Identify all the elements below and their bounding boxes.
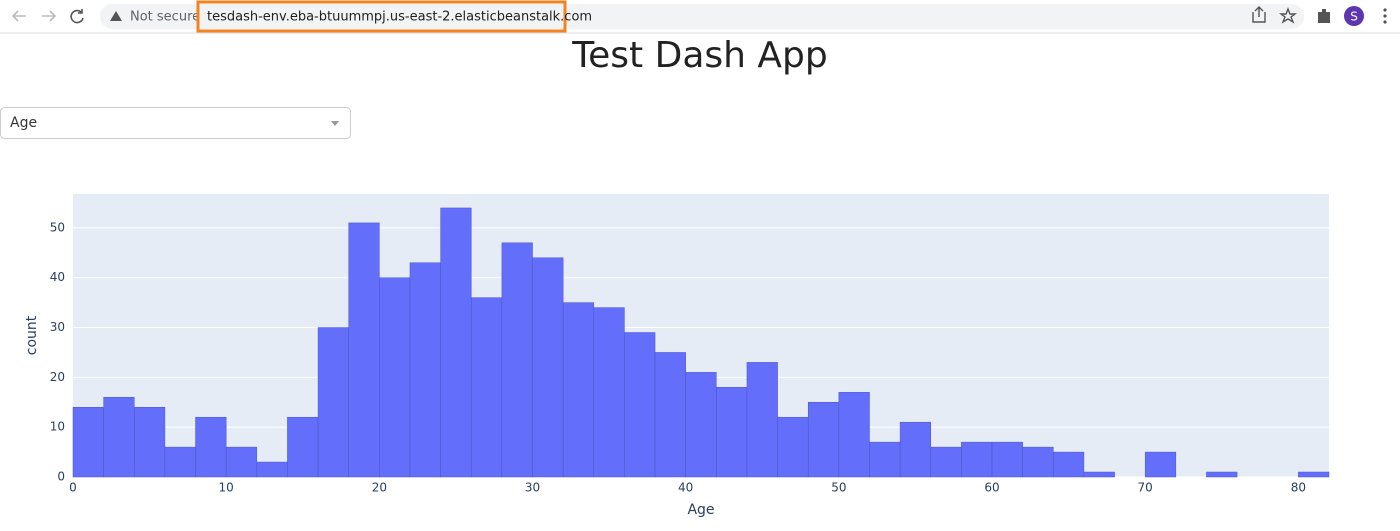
bar — [807, 402, 840, 478]
menu-icon[interactable] — [1383, 8, 1387, 24]
dropdown-arrow[interactable] — [331, 121, 339, 126]
dropdown[interactable] — [0, 107, 351, 139]
bar — [562, 302, 595, 478]
reload-button[interactable] — [70, 9, 84, 24]
x-tick-label: 60 — [984, 481, 999, 495]
x-axis-title: Age — [687, 502, 714, 518]
bar — [1053, 451, 1085, 478]
bar — [869, 441, 901, 478]
bar — [1206, 471, 1238, 478]
bar — [164, 446, 196, 478]
bar — [624, 332, 656, 478]
x-tick-label: 20 — [372, 481, 387, 495]
bar — [1083, 471, 1115, 478]
x-tick-label: 0 — [69, 481, 77, 495]
bar — [899, 421, 932, 478]
bar — [838, 392, 870, 478]
x-tick-label: 10 — [219, 481, 234, 495]
page-title: Test Dash App — [571, 35, 827, 76]
bar — [532, 257, 564, 478]
bar — [501, 242, 533, 478]
bar — [991, 441, 1023, 478]
y-tick-label: 0 — [57, 470, 65, 484]
bar — [348, 222, 380, 478]
bar — [440, 207, 472, 478]
x-tick-label: 70 — [1138, 481, 1153, 495]
bar — [1298, 471, 1330, 478]
bar — [72, 406, 104, 478]
bar — [409, 262, 441, 478]
bar — [195, 416, 227, 478]
bar — [287, 416, 319, 478]
y-tick-label: 10 — [50, 420, 65, 434]
share-icon[interactable] — [1252, 6, 1266, 23]
x-tick-label: 40 — [678, 481, 693, 495]
bar — [777, 416, 809, 478]
bar — [103, 397, 135, 478]
bar — [654, 352, 686, 478]
extensions-icon[interactable] — [1318, 9, 1330, 23]
bar — [470, 297, 503, 478]
bar — [134, 406, 166, 478]
y-tick-label: 40 — [50, 270, 65, 284]
url-highlight — [196, 0, 567, 33]
x-tick-label: 80 — [1291, 481, 1306, 495]
bar — [1022, 446, 1054, 478]
bookmark-icon[interactable] — [1278, 7, 1298, 24]
y-axis-title: count — [24, 315, 40, 355]
address-bar[interactable] — [100, 4, 1304, 29]
x-tick-label: 50 — [831, 481, 846, 495]
security-label: Not secure — [130, 10, 200, 25]
y-tick-label: 50 — [50, 220, 65, 234]
bar — [716, 387, 748, 478]
back-button[interactable] — [11, 10, 26, 22]
profile-avatar[interactable] — [1344, 6, 1364, 26]
bar — [685, 372, 717, 478]
url[interactable]: tesdash-env.eba-btuummpj.us-east-2.elast… — [207, 10, 592, 25]
y-tick-label: 30 — [50, 320, 65, 334]
bar — [593, 307, 625, 478]
profile-initial: S — [1350, 10, 1358, 24]
bar — [1144, 451, 1177, 478]
dropdown-value: Age — [10, 115, 37, 131]
bar — [746, 362, 778, 478]
bar — [225, 446, 258, 478]
bar — [930, 446, 962, 478]
bar — [317, 327, 349, 478]
bar — [379, 277, 411, 478]
chart: 0 10 20 30 40 50 0 10 20 30 40 50 60 70 80 Age count — [24, 207, 1330, 518]
x-tick-label: 30 — [525, 481, 540, 495]
bar — [961, 441, 993, 478]
warning-icon — [110, 11, 122, 21]
forward-button[interactable] — [42, 10, 57, 22]
bar — [256, 461, 288, 478]
y-tick-label: 20 — [50, 370, 65, 384]
